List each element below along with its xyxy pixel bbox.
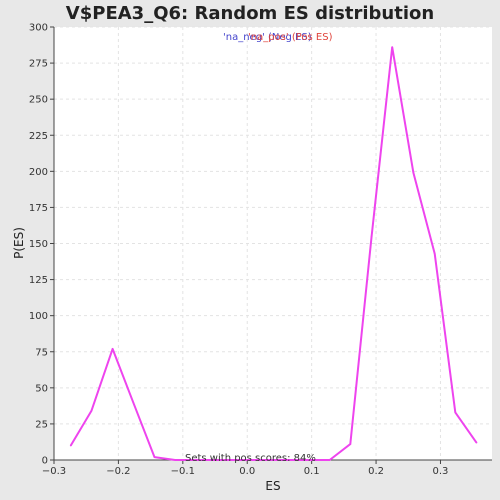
data-point — [90, 410, 93, 412]
data-point — [412, 171, 415, 174]
y-tick-label: 100 — [29, 311, 48, 322]
y-tick-label: 0 — [42, 456, 48, 467]
x-tick-label: −0.2 — [106, 466, 130, 477]
x-tick-label: 0.3 — [433, 466, 449, 477]
y-tick-label: 275 — [29, 59, 48, 70]
data-point — [153, 456, 156, 458]
legend: 'na_neg' (Neg ES) 'na_pos' (Pos ES) — [223, 32, 333, 43]
chart-title: V$PEA3_Q6: Random ES distribution — [66, 3, 434, 24]
data-point — [258, 459, 260, 461]
legend-entry-pos: 'na_pos' (Pos ES) — [248, 32, 333, 43]
legend-entry-neg: 'na_neg' (Neg ES) — [223, 32, 312, 43]
data-point — [328, 459, 331, 461]
data-point — [174, 459, 176, 461]
y-tick-label: 250 — [29, 95, 48, 106]
data-point — [454, 411, 457, 414]
y-tick-label: 25 — [35, 419, 48, 430]
x-tick-label: 0.2 — [368, 466, 384, 477]
data-point — [433, 252, 436, 255]
data-point — [132, 401, 135, 404]
data-point — [370, 235, 373, 238]
y-axis-label: P(ES) — [12, 227, 26, 259]
y-tick-label: 150 — [29, 239, 48, 250]
data-point — [349, 443, 352, 445]
x-tick-label: 0.0 — [239, 466, 255, 477]
data-point — [216, 459, 218, 461]
data-point — [391, 46, 393, 49]
data-point — [321, 459, 323, 461]
y-tick-label: 125 — [29, 275, 48, 286]
x-axis-label: ES — [265, 479, 280, 493]
data-point — [279, 459, 281, 461]
data-point — [111, 348, 114, 350]
x-tick-label: 0.1 — [304, 466, 320, 477]
data-point — [69, 444, 72, 447]
y-tick-label: 50 — [35, 383, 48, 394]
y-tick-label: 75 — [35, 347, 48, 358]
x-tick-label: −0.1 — [171, 466, 195, 477]
y-tick-label: 175 — [29, 203, 48, 214]
data-point — [299, 459, 302, 461]
y-tick-label: 225 — [29, 131, 48, 142]
y-tick-label: 300 — [29, 23, 48, 34]
pos-scores-note: Sets with pos scores: 84% — [185, 453, 316, 464]
data-point — [195, 459, 198, 461]
x-tick-label: −0.3 — [42, 466, 66, 477]
series — [69, 46, 478, 461]
tick-labels: −0.3 −0.2 −0.1 0.0 0.1 0.2 0.3 0 25 50 75 100 125 150… — [29, 23, 449, 478]
grid — [53, 26, 492, 460]
data-point — [475, 441, 478, 444]
data-point — [237, 459, 240, 461]
y-tick-label: 200 — [29, 167, 48, 178]
